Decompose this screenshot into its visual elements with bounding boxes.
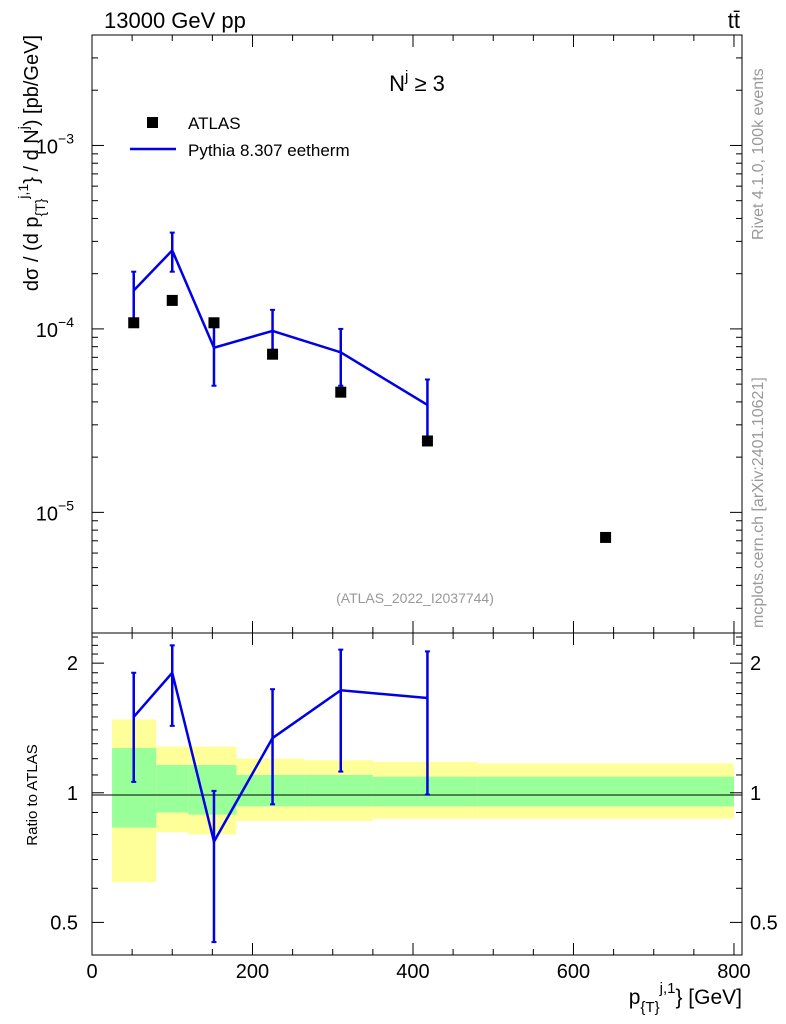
ratio-frame [91, 632, 743, 956]
main-y-tick-label: 10−4 [36, 314, 74, 342]
x-axis-label: p{T}j,1} [GeV] [629, 980, 742, 1016]
atlas-data-point [166, 294, 178, 306]
ratio-uncertainty-bands [112, 719, 734, 883]
ratio-y-tick-labels: 0.5 0.5 1 1 2 2 [50, 653, 778, 934]
atlas-data-point [335, 386, 347, 398]
x-tick-label: 600 [557, 961, 590, 983]
x-tick-label: 400 [396, 961, 429, 983]
ratio-band-green [156, 765, 189, 813]
x-tick-labels: 0 200 400 600 800 [86, 961, 750, 983]
atlas-data-point [267, 348, 279, 360]
atlas-data-point [208, 317, 220, 329]
rivet-label: Rivet 4.1.0, 100k events [750, 68, 767, 240]
main-panel: 10−5 10−4 10−3 Nj ≥ 3 ATLAS Pythia 8.307 e… [15, 34, 743, 634]
main-y-tick-label: 10−5 [36, 497, 74, 525]
main-y-axis-label: dσ / (d p{T}j,1} / d Nj) [pb/GeV] [15, 35, 48, 291]
ratio-panel: 0.5 0.5 1 1 2 2 0 200 400 600 800 Ratio to ATLAS [24, 632, 778, 983]
main-axis-ticks [91, 34, 742, 633]
analysis-label: (ATLAS_2022_I2037744) [336, 590, 494, 606]
ratio-y-tick-label-left: 2 [67, 653, 78, 675]
legend-atlas-marker [147, 117, 158, 128]
ratio-y-tick-label-right: 1 [750, 783, 761, 805]
ratio-axis-ticks [91, 633, 742, 955]
atlas-data-point [128, 317, 140, 329]
energy-label: 13000 GeV pp [104, 8, 246, 33]
legend-atlas-label: ATLAS [188, 114, 241, 133]
ratio-band-green [477, 776, 734, 807]
ratio-y-tick-label-right: 0.5 [750, 912, 778, 934]
legend: ATLAS Pythia 8.307 eetherm [130, 114, 350, 160]
ratio-band-green [304, 774, 373, 807]
atlas-data-point [600, 531, 612, 543]
ratio-y-tick-label-left: 0.5 [50, 912, 78, 934]
ratio-band-green [372, 776, 478, 807]
ratio-band-green [188, 765, 237, 815]
legend-pythia-label: Pythia 8.307 eetherm [188, 141, 350, 160]
main-plot-area [128, 231, 612, 543]
ratio-band-green [236, 774, 305, 807]
njets-annotation: Nj ≥ 3 [389, 68, 445, 96]
ratio-plot-area [131, 644, 430, 944]
main-mc-line [132, 248, 429, 407]
process-label: tt̄ [728, 8, 740, 33]
atlas-data-point [421, 435, 433, 447]
x-tick-label: 800 [717, 961, 750, 983]
x-tick-label: 200 [236, 961, 269, 983]
ratio-y-tick-label-left: 1 [67, 783, 78, 805]
ratio-y-axis-label: Ratio to ATLAS [24, 744, 41, 845]
main-y-tick-labels: 10−5 10−4 10−3 [36, 130, 74, 525]
source-label: mcplots.cern.ch [arXiv:2401.10621] [750, 377, 767, 628]
x-tick-label: 0 [86, 961, 97, 983]
ratio-y-tick-label-right: 2 [750, 653, 761, 675]
ratio-mc-line [132, 670, 428, 846]
main-y-tick-label: 10−3 [36, 130, 74, 158]
